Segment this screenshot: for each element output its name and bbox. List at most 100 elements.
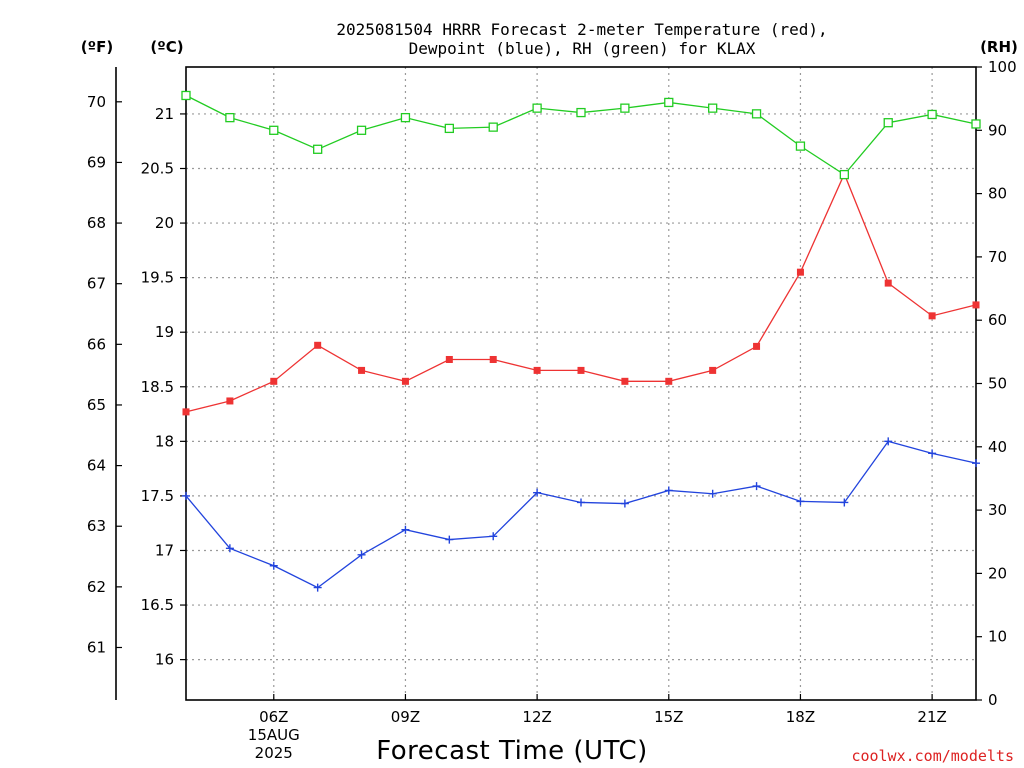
temperature-point: [796, 268, 804, 276]
celsius-tick-label: 20: [155, 214, 174, 232]
temperature-point: [270, 377, 278, 385]
temperature-line: [185, 172, 977, 413]
celsius-tick-label: 18.5: [141, 378, 174, 396]
rh-point: [751, 109, 762, 119]
rh-tick-label: 80: [988, 185, 1007, 203]
fahrenheit-tick-label: 66: [87, 335, 106, 353]
temperature-point: [182, 408, 190, 416]
x-axis-label: Forecast Time (UTC): [376, 736, 648, 766]
temperature-point: [226, 397, 234, 405]
celsius-tick-label: 16.5: [141, 596, 174, 614]
rh-unit-label: (RH): [980, 38, 1018, 56]
x-tick-label: 18Z: [786, 708, 815, 726]
dewpoint-point: [577, 498, 585, 507]
source-credit: coolwx.com/modelts: [851, 747, 1014, 765]
temperature-point: [445, 355, 453, 363]
temperature-point: [665, 377, 673, 385]
chart-title-line-2: Dewpoint (blue), RH (green) for KLAX: [409, 39, 756, 58]
fahrenheit-tick-label: 69: [87, 153, 106, 171]
celsius-tick-label: 19.5: [141, 269, 174, 287]
celsius-tick-label: 17: [155, 541, 174, 559]
dewpoint-point: [533, 488, 542, 497]
temperature-point: [972, 301, 980, 309]
rh-point: [795, 141, 806, 151]
rh-point: [927, 109, 937, 120]
rh-tick-label: 30: [988, 501, 1007, 519]
temperature-point: [928, 312, 936, 320]
rh-point: [839, 169, 849, 180]
celsius-tick-label: 21: [155, 105, 174, 123]
dewpoint-point: [225, 544, 234, 553]
dewpoint-point: [401, 525, 410, 534]
rh-point: [708, 103, 718, 113]
celsius-unit-label: (ºC): [150, 38, 183, 56]
temperature-point: [709, 366, 717, 374]
dewpoint-point: [664, 486, 673, 495]
dewpoint-point: [752, 482, 761, 491]
temperature-point: [753, 342, 761, 350]
fahrenheit-tick-label: 63: [87, 517, 106, 535]
rh-point: [313, 144, 323, 154]
rh-point: [576, 107, 586, 118]
x-tick-year: 2025: [255, 744, 293, 762]
rh-tick-label: 40: [988, 438, 1007, 456]
rh-tick-label: 10: [988, 628, 1007, 646]
fahrenheit-tick-label: 64: [87, 457, 106, 475]
x-tick-label: 09Z: [391, 708, 420, 726]
plot-frame: [185, 66, 977, 701]
rh-point: [269, 125, 279, 135]
rh-point: [883, 118, 893, 128]
temperature-point: [314, 341, 322, 349]
x-tick-label: 15Z: [654, 708, 683, 726]
rh-point: [532, 103, 542, 113]
grid-lines: [186, 67, 976, 700]
fahrenheit-tick-label: 65: [87, 396, 106, 414]
dewpoint-point: [928, 449, 937, 458]
temperature-point: [577, 366, 585, 374]
x-tick-label: 21Z: [917, 708, 946, 726]
dewpoint-point: [840, 498, 849, 507]
fahrenheit-tick-label: 68: [87, 214, 106, 232]
x-tick-date: 15AUG: [248, 726, 300, 744]
rh-point: [444, 123, 454, 134]
dewpoint-point: [182, 491, 190, 500]
temperature-point: [489, 355, 497, 363]
rh-point: [664, 97, 674, 108]
celsius-tick-label: 16: [155, 651, 174, 669]
temperature-point: [533, 366, 541, 374]
dewpoint-point: [269, 561, 278, 570]
rh-tick-label: 100: [988, 58, 1017, 76]
dewpoint-point: [972, 459, 980, 468]
dewpoint-point: [796, 497, 805, 506]
dewpoint-point: [489, 532, 498, 541]
celsius-tick-label: 18: [155, 432, 174, 450]
dewpoint-point: [708, 489, 717, 498]
rh-point: [971, 119, 981, 129]
rh-point: [620, 103, 630, 113]
temperature-point: [884, 279, 892, 287]
dewpoint-line: [185, 440, 977, 589]
rh-tick-label: 90: [988, 121, 1007, 139]
temperature-point: [621, 377, 629, 385]
x-tick-label: 06Z: [259, 708, 288, 726]
celsius-tick-label: 19: [155, 323, 174, 341]
rh-tick-label: 20: [988, 564, 1007, 582]
fahrenheit-tick-label: 70: [87, 93, 106, 111]
rh-tick-label: 70: [988, 248, 1007, 266]
rh-point: [225, 112, 235, 123]
dewpoint-point: [884, 437, 893, 446]
rh-tick-label: 60: [988, 311, 1007, 329]
series-layer: [181, 90, 981, 592]
rh-point: [488, 122, 498, 132]
temperature-point: [401, 377, 409, 385]
rh-point: [400, 112, 411, 123]
temperature-point: [358, 366, 366, 374]
fahrenheit-unit-label: (ºF): [81, 38, 113, 56]
celsius-tick-label: 20.5: [141, 159, 174, 177]
dewpoint-point: [620, 499, 629, 508]
axis-ticks: 16 16.5 17 17.5 18 18.5 19 19.5 20 20.5 21 61 62 63 64…: [87, 58, 1017, 762]
rh-point: [356, 125, 367, 135]
dewpoint-point: [445, 535, 454, 544]
fahrenheit-tick-label: 67: [87, 275, 106, 293]
